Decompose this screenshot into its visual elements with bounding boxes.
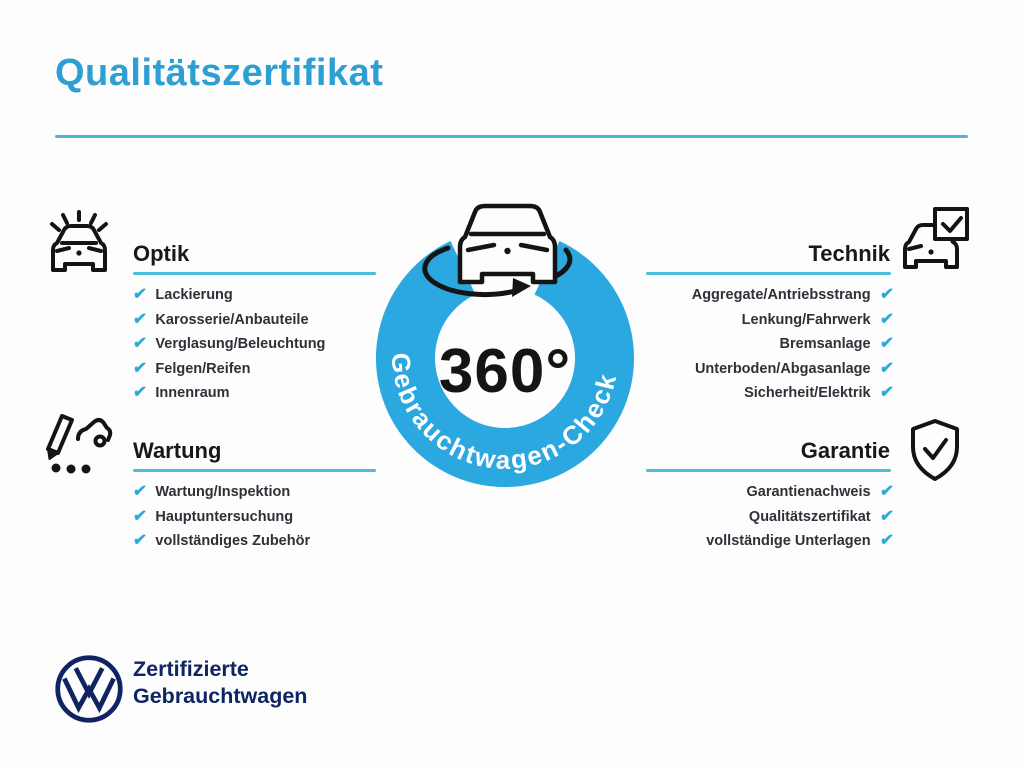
vw-logo: [55, 655, 123, 723]
shiny-car-icon: [50, 210, 108, 272]
rotating-car-icon: [422, 203, 573, 298]
section-heading-optik: Optik: [133, 241, 190, 266]
wartung-check-list: ✔ Wartung/Inspektion ✔ Hauptuntersuchung ✔…: [132, 483, 311, 549]
section-heading-technik: Technik: [808, 241, 890, 266]
check-icon: ✔: [132, 286, 148, 303]
header-divider: [55, 135, 968, 138]
section-underline: [133, 272, 376, 275]
badge-degrees: 360°: [438, 337, 572, 406]
brand-claim: Zertifizierte Gebrauchtwagen: [133, 656, 307, 710]
check-icon: ✔: [878, 384, 894, 401]
check-icon: ✔: [132, 335, 148, 352]
list-item: Bremsanlage ✔: [779, 335, 894, 352]
section-underline: [646, 469, 891, 472]
list-item: Aggregate/Antriebsstrang ✔: [691, 286, 894, 303]
list-item-label: Felgen/Reifen: [155, 360, 251, 377]
list-item-label: Hauptuntersuchung: [155, 508, 294, 525]
check-icon: ✔: [132, 483, 148, 500]
check-icon: ✔: [878, 507, 894, 525]
section-heading-wartung: Wartung: [133, 438, 222, 463]
check-icon: ✔: [878, 335, 894, 352]
list-item: Unterboden/Abgasanlage ✔: [694, 359, 894, 377]
car-checkbox-icon: [903, 207, 969, 269]
check-icon: ✔: [878, 286, 894, 303]
section-underline: [646, 272, 891, 275]
garantie-check-list: Garantienachweis ✔ Qualitätszertifikat ✔ v…: [600, 483, 894, 549]
list-item: ✔ Karosserie/Anbauteile: [132, 310, 325, 328]
list-item-label: vollständige Unterlagen: [706, 533, 871, 549]
list-item-label: Verglasung/Beleuchtung: [155, 336, 326, 352]
list-item: Sicherheit/Elektrik ✔: [744, 384, 894, 401]
service-checklist-icon: [46, 414, 113, 474]
list-item: Garantienachweis ✔: [746, 483, 894, 500]
check-icon: ✔: [878, 532, 894, 549]
brand-claim-line1: Zertifizierte: [133, 657, 249, 681]
list-item-label: Lackierung: [155, 287, 233, 303]
list-item-label: Unterboden/Abgasanlage: [694, 360, 871, 377]
list-item-label: Lenkung/Fahrwerk: [741, 311, 871, 328]
optik-check-list: ✔ Lackierung ✔ Karosserie/Anbauteile ✔ Verg…: [132, 286, 326, 401]
list-item-label: vollständiges Zubehör: [155, 533, 311, 549]
list-item-label: Karosserie/Anbauteile: [155, 311, 309, 328]
list-item: ✔ vollständiges Zubehör: [132, 532, 311, 549]
check-icon: ✔: [132, 310, 148, 328]
list-item: ✔ Verglasung/Beleuchtung: [132, 335, 326, 352]
list-item: ✔ Wartung/Inspektion: [132, 483, 310, 500]
check-icon: ✔: [132, 359, 148, 377]
check-icon: ✔: [878, 310, 894, 328]
brand-claim-line2: Gebrauchtwagen: [133, 684, 308, 708]
list-item-label: Innenraum: [155, 385, 230, 401]
check-icon: ✔: [878, 483, 894, 500]
badge-360-ring: Gebrauchtwagen-Check: [376, 203, 634, 487]
section-heading-garantie: Garantie: [800, 438, 890, 463]
list-item: ✔ Innenraum: [132, 384, 325, 401]
list-item: ✔ Hauptuntersuchung: [132, 507, 310, 525]
check-icon: ✔: [132, 507, 148, 525]
list-item-label: Aggregate/Antriebsstrang: [691, 287, 871, 303]
list-item-label: Garantienachweis: [746, 484, 871, 500]
technik-check-list: Aggregate/Antriebsstrang ✔ Lenkung/Fahrwe…: [600, 286, 894, 401]
page-title: Qualitätszertifikat: [55, 52, 384, 94]
list-item-label: Sicherheit/Elektrik: [744, 385, 871, 401]
list-item: ✔ Felgen/Reifen: [132, 359, 325, 377]
shield-check-icon: [911, 419, 959, 481]
list-item: vollständige Unterlagen ✔: [706, 532, 894, 549]
check-icon: ✔: [132, 532, 148, 549]
section-underline: [133, 469, 376, 472]
list-item-label: Wartung/Inspektion: [155, 484, 291, 500]
list-item: Lenkung/Fahrwerk ✔: [741, 310, 894, 328]
list-item-label: Bremsanlage: [779, 336, 871, 352]
list-item: ✔ Lackierung: [132, 286, 325, 303]
list-item: Qualitätszertifikat ✔: [748, 507, 894, 525]
list-item-label: Qualitätszertifikat: [748, 508, 871, 525]
check-icon: ✔: [132, 384, 148, 401]
check-icon: ✔: [878, 359, 894, 377]
